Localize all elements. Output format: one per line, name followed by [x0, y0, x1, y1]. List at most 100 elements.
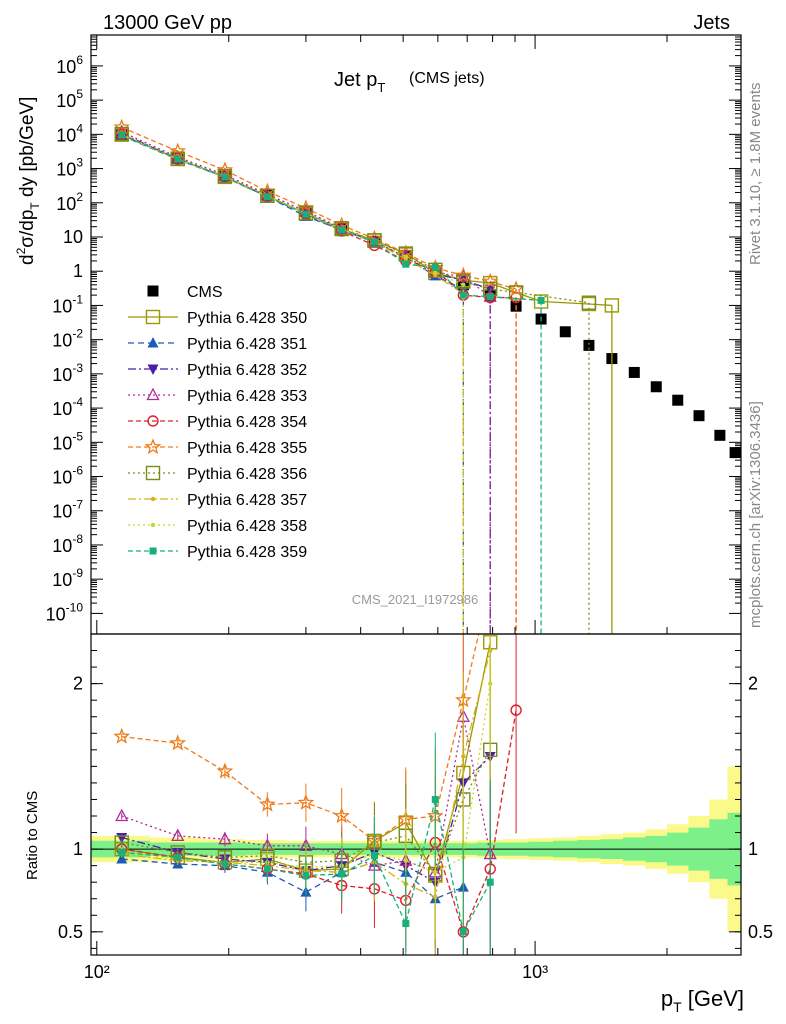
main-panel: 10-10 10-9 10-8 10-7 10-6 10-5 10-4 10-3 10-2 10-…: [46, 34, 742, 635]
ratio-point: [459, 928, 467, 936]
data-point: [216, 161, 234, 178]
ratio-point: [338, 870, 346, 878]
legend-marker-shape: [145, 465, 161, 481]
series-pythia-6-428-359: [118, 131, 545, 634]
ratio-point-shape: [461, 754, 466, 759]
y-axis-label-main: d2σ/dpT dy [pb/GeV]: [14, 97, 42, 265]
data-point: [260, 188, 275, 203]
legend-label: CMS: [187, 284, 223, 301]
data-point: [402, 260, 410, 268]
data-point-shape: [217, 168, 233, 184]
ratio-series-pythia-6-428-354: [116, 634, 522, 955]
ratio-point-shape: [403, 858, 408, 863]
y-axis-label-ratio: Ratio to CMS: [24, 791, 41, 880]
ratio-point: [216, 762, 234, 779]
legend-marker: [145, 465, 161, 481]
series-pythia-6-428-354: [116, 128, 522, 634]
data-point: [537, 296, 545, 304]
ratio-point-shape: [297, 794, 315, 810]
ratio-series-pythia-6-428-359: [118, 732, 494, 955]
ratio-point-shape: [333, 807, 351, 824]
ratio-point: [431, 795, 439, 803]
data-point-shape: [216, 161, 234, 178]
data-point: [170, 151, 185, 166]
y-tick-label: 10-5: [52, 429, 83, 453]
ratio-point-shape: [338, 870, 346, 878]
ratio-point-shape: [221, 860, 229, 868]
legend-marker: [147, 364, 159, 375]
legend-entry: Pythia 6.428 356: [128, 465, 307, 483]
y-tick-label: 10-2: [52, 327, 83, 351]
ratio-point: [370, 852, 378, 860]
y-tick-label: 104: [56, 121, 83, 145]
ratio-point: [116, 853, 128, 864]
data-point: [221, 173, 229, 181]
ratio-point-shape: [115, 808, 129, 822]
ratio-point-shape: [174, 853, 182, 861]
data-point: [559, 326, 571, 338]
data-point: [298, 205, 314, 221]
data-point-shape: [338, 226, 346, 234]
ratio-point-shape: [302, 872, 310, 880]
legend-marker-shape: [147, 415, 159, 427]
legend-marker: [149, 547, 157, 555]
y-tick-label: 10: [63, 227, 83, 247]
legend-label: Pythia 6.428 359: [187, 544, 307, 561]
data-point-shape: [533, 294, 549, 309]
data-point-shape: [484, 291, 496, 304]
legend-marker: [147, 337, 159, 348]
ratio-point: [115, 808, 129, 822]
data-point-shape: [431, 263, 439, 271]
legend-marker-shape: [146, 387, 160, 401]
legend-label: Pythia 6.428 357: [187, 492, 307, 509]
series-line: [121, 134, 464, 286]
data-point-shape: [169, 142, 187, 159]
series-line: [121, 134, 542, 302]
series-line: [121, 126, 517, 290]
ratio-point-shape: [113, 727, 131, 744]
data-point: [113, 118, 131, 135]
data-point: [431, 263, 439, 271]
y-tick-label: 10-1: [52, 292, 83, 316]
data-point-shape: [583, 339, 595, 351]
data-point: [486, 293, 494, 301]
y-tick-label: 10-8: [52, 532, 83, 556]
ratio-tick-label-right: 1: [748, 839, 758, 859]
ratio-point: [510, 704, 522, 716]
legend-marker-shape: [150, 496, 156, 502]
watermark: CMS_2021_I1972986: [352, 592, 479, 607]
ratio-point: [174, 853, 182, 861]
data-point: [169, 142, 187, 159]
ratio-point-shape: [218, 831, 232, 845]
ratio-y-axis: 0.5 0.5 1 1 2 2: [58, 650, 773, 949]
legend-marker-shape: [150, 522, 156, 528]
y-tick-label: 10-10: [46, 600, 84, 624]
data-point: [481, 272, 499, 289]
data-point-shape: [263, 193, 271, 201]
data-point: [533, 294, 549, 309]
data-point-shape: [302, 210, 310, 218]
ratio-frame: [90, 633, 742, 956]
ratio-point-shape: [116, 853, 128, 864]
y-tick-label: 106: [56, 53, 83, 77]
legend-marker: [146, 387, 160, 401]
data-point-shape: [459, 291, 467, 299]
legend-label: Pythia 6.428 351: [187, 336, 307, 353]
data-point: [454, 266, 472, 283]
ratio-point: [297, 794, 315, 810]
legend: CMS Pythia 6.428 350 Pythia 6.428 351 Pythi…: [128, 284, 307, 561]
data-point: [338, 226, 346, 234]
data-point: [604, 298, 620, 313]
data-point: [116, 128, 128, 141]
title-sub: T: [377, 80, 385, 95]
data-point: [628, 366, 640, 378]
y-tick-label: 103: [56, 156, 83, 180]
data-point: [714, 429, 726, 441]
legend-marker: [145, 309, 161, 325]
y-tick-label: 10-7: [52, 498, 83, 522]
y-tick-label: 10-3: [52, 361, 83, 385]
ratio-point-shape: [370, 852, 378, 860]
data-point-shape: [537, 296, 545, 304]
legend-marker: [144, 438, 162, 455]
data-point-shape: [559, 326, 571, 338]
